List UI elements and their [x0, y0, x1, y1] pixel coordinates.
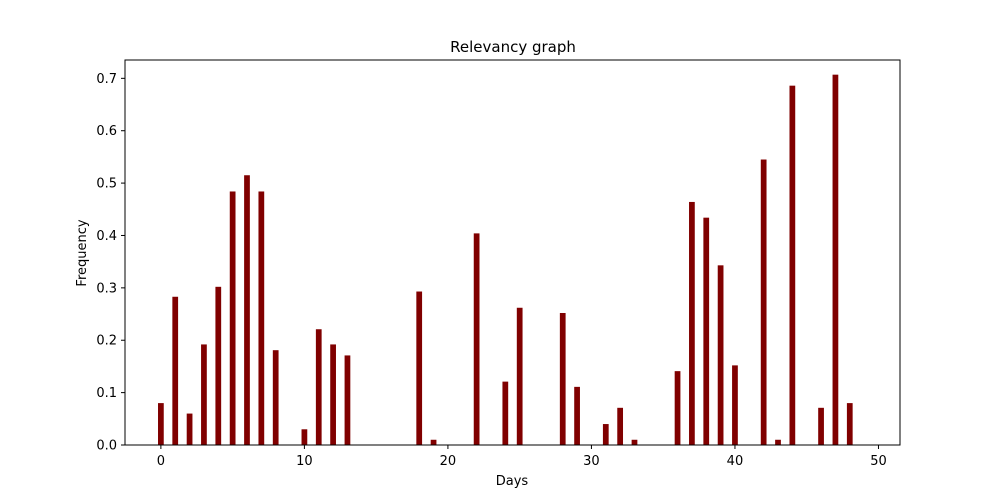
bar	[315, 329, 322, 445]
x-tick-label: 30	[583, 454, 600, 469]
bar	[674, 371, 681, 445]
bar	[330, 344, 336, 445]
bar	[416, 291, 423, 445]
x-axis-ticks: 0 10 20 30 40 50	[157, 445, 887, 469]
y-tick-label: 0.6	[96, 124, 117, 139]
x-tick-label: 20	[440, 454, 457, 469]
bar	[703, 217, 710, 445]
bar	[158, 403, 164, 445]
bar	[301, 429, 308, 445]
bar	[430, 439, 437, 445]
bar	[689, 201, 695, 445]
bar	[172, 296, 179, 445]
bar	[832, 74, 839, 446]
bar	[846, 403, 853, 445]
bar	[186, 413, 193, 445]
bar	[244, 175, 250, 446]
bar	[574, 386, 580, 445]
bar	[516, 307, 523, 445]
bar	[602, 424, 609, 445]
x-tick-label: 10	[296, 454, 313, 469]
bar	[502, 381, 509, 445]
x-axis-label: Days	[496, 474, 529, 489]
bars-group	[158, 74, 853, 446]
y-tick-label: 0.3	[96, 281, 117, 296]
y-axis-label: Frequency	[75, 219, 90, 286]
y-tick-label: 0.7	[96, 72, 117, 87]
y-tick-label: 0.1	[96, 386, 117, 401]
y-tick-label: 0.0	[96, 439, 117, 454]
y-tick-label: 0.2	[96, 334, 117, 349]
chart-title: Relevancy graph	[450, 38, 576, 56]
bar	[229, 191, 236, 445]
y-axis-ticks: 0.0 0.1 0.2 0.3 0.4 0.5 0.6 0.7	[96, 72, 125, 454]
bar	[215, 286, 222, 445]
bar	[732, 365, 738, 445]
bar	[717, 265, 724, 445]
y-tick-label: 0.5	[96, 177, 117, 192]
bar	[617, 407, 624, 445]
bar	[559, 313, 566, 445]
bar	[473, 233, 480, 445]
bar	[272, 350, 279, 445]
y-tick-label: 0.4	[96, 229, 117, 244]
x-tick-label: 40	[727, 454, 744, 469]
bar	[201, 344, 207, 445]
bar	[760, 159, 767, 445]
x-tick-label: 0	[157, 454, 165, 469]
bar	[631, 439, 638, 445]
bar	[789, 85, 796, 446]
bar	[258, 191, 265, 445]
bar	[344, 355, 351, 445]
bar	[818, 407, 824, 445]
x-tick-label: 50	[870, 454, 887, 469]
plot-area-frame	[124, 59, 901, 446]
bar	[775, 439, 781, 445]
